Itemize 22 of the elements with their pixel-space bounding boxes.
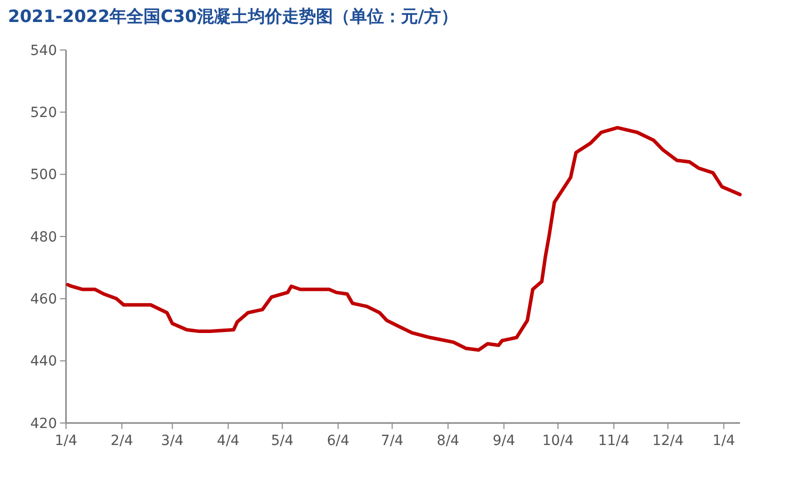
x-tick-label: 9/4	[492, 433, 516, 449]
line-series	[66, 126, 742, 352]
y-tick-label: 420	[30, 416, 57, 432]
x-tick-label: 2/4	[110, 433, 134, 449]
x-tick-label: 4/4	[216, 433, 240, 449]
x-tick-label: 6/4	[326, 433, 350, 449]
x-tick-label: 1/4	[54, 433, 78, 449]
y-tick-label: 480	[30, 229, 57, 246]
y-tick-label: 440	[30, 354, 57, 370]
chart-title: 2021-2022年全国C30混凝土均价走势图（单位：元/方）	[8, 7, 458, 27]
y-tick-label: 520	[30, 105, 57, 122]
x-tick-label: 1/4	[712, 433, 736, 449]
x-tick-label: 8/4	[436, 433, 460, 449]
x-tick-label: 12/4	[652, 433, 684, 449]
x-tick-label: 7/4	[380, 433, 404, 449]
x-tick-label: 3/4	[161, 433, 184, 449]
y-tick-label: 540	[30, 42, 57, 59]
x-tick-label: 10/4	[542, 433, 574, 449]
y-tick-label: 460	[30, 292, 57, 308]
x-tick-label: 11/4	[598, 433, 630, 449]
y-tick-label: 500	[30, 167, 57, 184]
x-tick-label: 5/4	[270, 433, 294, 449]
